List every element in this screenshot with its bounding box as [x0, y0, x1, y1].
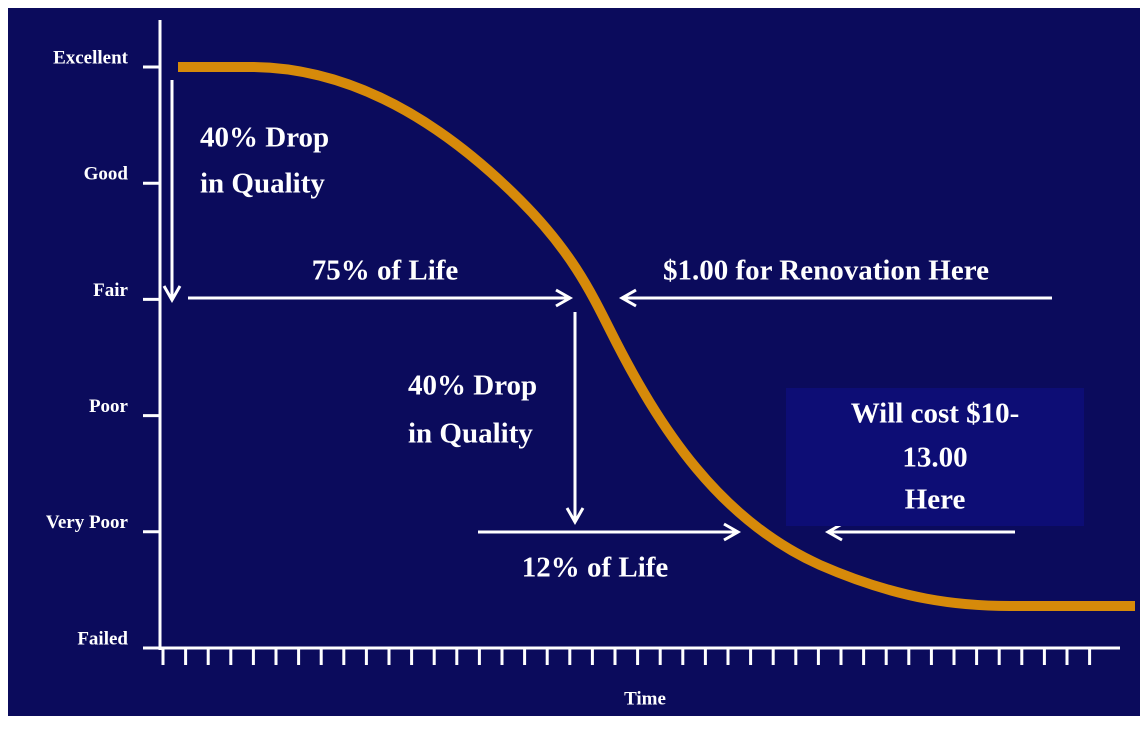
- annotation: in Quality: [408, 418, 533, 450]
- arrow: [618, 288, 1052, 308]
- arrow: [824, 522, 1015, 542]
- y-tick-label: Good: [84, 164, 129, 185]
- annotation: in Quality: [200, 168, 325, 200]
- annotation: 75% of Life: [312, 255, 459, 287]
- annotation: 40% Drop: [200, 122, 329, 154]
- cost-text: 13.00: [902, 442, 967, 474]
- arrow: [188, 288, 574, 308]
- y-tick-label: Very Poor: [46, 512, 129, 533]
- annotation: $1.00 for Renovation Here: [663, 255, 989, 287]
- arrows: [162, 80, 1052, 542]
- axes: Excellent Good Fair Poor Very Poor Failed: [46, 20, 1120, 665]
- x-axis-label: Time: [624, 688, 666, 709]
- cost-text: Will cost $10-: [851, 398, 1020, 430]
- cost-box: [786, 388, 1084, 526]
- y-tick-label: Poor: [89, 396, 129, 417]
- y-tick-label: Excellent: [53, 47, 129, 68]
- annotation: 40% Drop: [408, 370, 537, 402]
- quality-curve: [178, 62, 1135, 611]
- annotation: 12% of Life: [522, 552, 669, 584]
- y-tick-label: Failed: [77, 628, 128, 649]
- cost-text: Here: [905, 484, 966, 516]
- arrow: [565, 312, 585, 526]
- y-tick-label: Fair: [93, 280, 128, 301]
- arrow: [478, 522, 742, 542]
- arrow: [162, 80, 182, 304]
